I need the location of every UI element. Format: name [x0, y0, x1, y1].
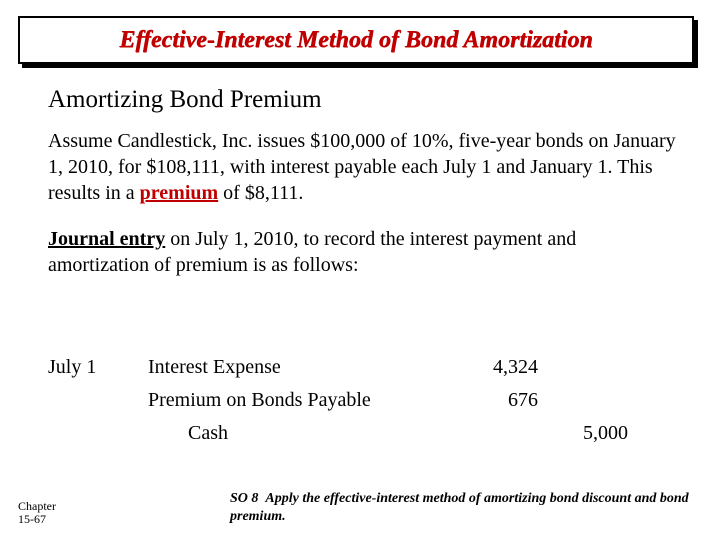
cell-credit: [538, 356, 628, 379]
journal-entry-table: July 1 Interest Expense 4,324 Premium on…: [48, 356, 678, 455]
cell-debit: [448, 422, 538, 445]
table-row: Premium on Bonds Payable 676: [48, 389, 678, 412]
journal-entry-heading: Journal entry: [48, 228, 165, 250]
title-box: Effective-Interest Method of Bond Amorti…: [18, 16, 694, 64]
cell-account: Premium on Bonds Payable: [148, 389, 448, 412]
cell-date: [48, 422, 148, 445]
content-area: Amortizing Bond Premium Assume Candlesti…: [48, 86, 678, 298]
footer-chapter: Chapter 15-67: [18, 500, 56, 526]
subtitle: Amortizing Bond Premium: [48, 86, 678, 114]
footer-study-objective: SO 8 Apply the effective-interest method…: [230, 490, 700, 526]
chapter-number: 15-67: [18, 513, 56, 526]
cell-account: Interest Expense: [148, 356, 448, 379]
premium-word: premium: [140, 182, 219, 204]
table-row: Cash 5,000: [48, 422, 678, 445]
so-label: SO 8: [230, 491, 258, 506]
cell-credit: [538, 389, 628, 412]
so-text: Apply the effective-interest method of a…: [230, 491, 689, 524]
cell-debit: 676: [448, 389, 538, 412]
cell-date: [48, 389, 148, 412]
cell-date: July 1: [48, 356, 148, 379]
page-title: Effective-Interest Method of Bond Amorti…: [119, 27, 592, 54]
cell-credit: 5,000: [538, 422, 628, 445]
chapter-label: Chapter: [18, 500, 56, 513]
cell-debit: 4,324: [448, 356, 538, 379]
paragraph-assumption: Assume Candlestick, Inc. issues $100,000…: [48, 128, 678, 206]
paragraph-journal-entry: Journal entry on July 1, 2010, to record…: [48, 226, 678, 278]
table-row: July 1 Interest Expense 4,324: [48, 356, 678, 379]
cell-account: Cash: [148, 422, 448, 445]
para1-post: of $8,111.: [218, 182, 303, 204]
